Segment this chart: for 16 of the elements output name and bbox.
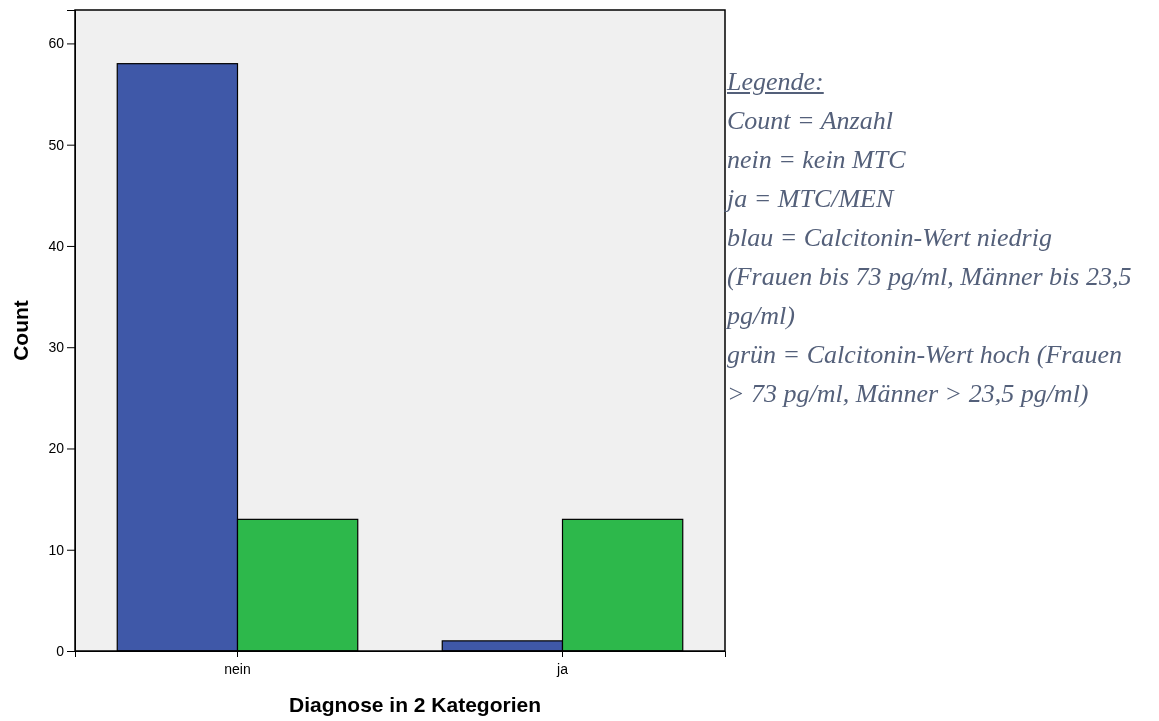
y-tick-label: 50 — [48, 136, 65, 153]
y-tick-label: 60 — [48, 35, 65, 52]
y-tick-label: 30 — [48, 339, 65, 356]
text: Count = Anzahl — [727, 105, 894, 137]
x-tick-label: ja — [556, 661, 569, 677]
y-tick-label: 20 — [48, 440, 65, 457]
x-axis-title: Diagnose in 2 Kategorien — [288, 693, 542, 716]
y-tick-label: 0 — [56, 642, 65, 659]
y-axis-title: Count — [9, 300, 32, 361]
y-tick-label: 10 — [48, 541, 65, 558]
text: Legende: — [727, 66, 825, 98]
y-tick-label: 40 — [48, 237, 65, 254]
x-tick-label: nein — [224, 661, 251, 677]
text: grün = Calcitonin-Wert hoch (Frauen > 73 pg/ml, Männer > 23,5 pg/ml) — [727, 339, 1123, 410]
text: blau = Calcitonin-Wert niedrig (Frauen bis 73 pg/ml, Männer bis 23,5 pg/ml) — [727, 222, 1132, 332]
text: nein = kein MTC — [727, 144, 907, 176]
